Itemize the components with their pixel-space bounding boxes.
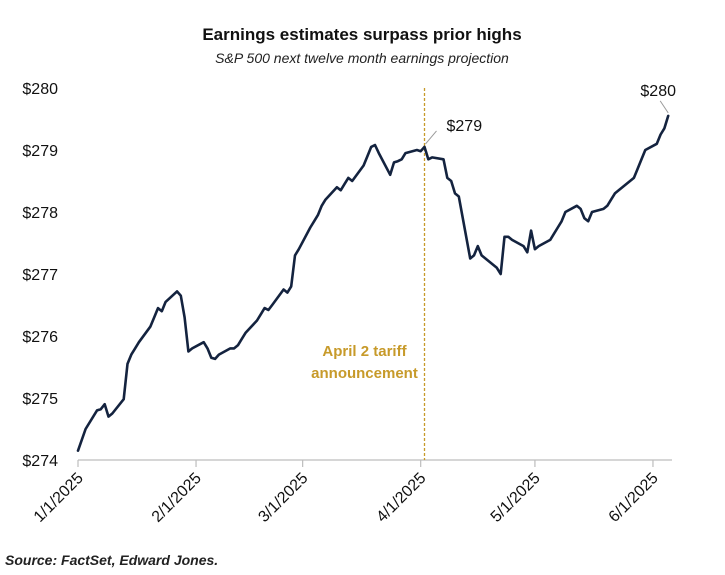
chart-title: Earnings estimates surpass prior highs	[202, 25, 521, 44]
y-tick-label: $278	[22, 205, 58, 222]
x-tick-label: 6/1/2025	[606, 470, 662, 526]
x-tick-label: 1/1/2025	[31, 470, 87, 526]
x-tick-label: 4/1/2025	[373, 470, 429, 526]
annotations: $279 $280	[425, 83, 676, 145]
x-tick-label: 3/1/2025	[255, 470, 311, 526]
event-marker: April 2 tariff announcement	[311, 88, 426, 460]
y-tick-label: $276	[22, 329, 58, 346]
source-note: Source: FactSet, Edward Jones.	[5, 552, 218, 568]
y-axis: $274 $275 $276 $277 $278 $279 $280	[22, 81, 58, 470]
annotation-label: $280	[640, 83, 676, 100]
annotation-leader	[659, 100, 669, 114]
series-group	[76, 114, 670, 453]
series-line	[76, 114, 670, 453]
y-tick-label: $280	[22, 81, 58, 98]
chart-subtitle: S&P 500 next twelve month earnings proje…	[215, 50, 509, 66]
annotation-label: $279	[447, 118, 483, 135]
y-tick-label: $277	[22, 267, 58, 284]
x-tick-label: 2/1/2025	[149, 470, 205, 526]
event-label: announcement	[311, 365, 418, 382]
annotation-leader	[425, 130, 437, 145]
y-tick-label: $274	[22, 453, 58, 470]
y-tick-label: $279	[22, 143, 58, 160]
x-tick-label: 5/1/2025	[488, 470, 544, 526]
x-axis: 1/1/2025 2/1/2025 3/1/2025 4/1/2025 5/1/2025…	[31, 459, 672, 526]
y-tick-label: $275	[22, 391, 58, 408]
event-label: April 2 tariff	[322, 343, 407, 360]
